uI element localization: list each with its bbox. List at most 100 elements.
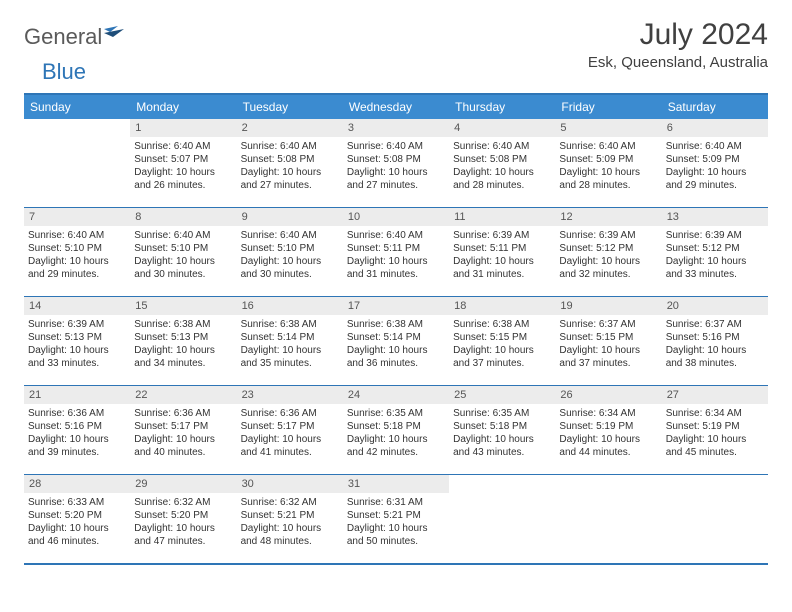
day-number <box>662 475 768 493</box>
day-cell: 9Sunrise: 6:40 AMSunset: 5:10 PMDaylight… <box>237 208 343 296</box>
daylight-text: Daylight: 10 hours and 40 minutes. <box>134 433 232 459</box>
daylight-text: Daylight: 10 hours and 41 minutes. <box>241 433 339 459</box>
day-cell: 16Sunrise: 6:38 AMSunset: 5:14 PMDayligh… <box>237 297 343 385</box>
day-number: 23 <box>237 386 343 404</box>
daylight-text: Daylight: 10 hours and 37 minutes. <box>453 344 551 370</box>
sunset-text: Sunset: 5:16 PM <box>666 331 764 344</box>
day-number <box>24 119 130 137</box>
day-cell: 26Sunrise: 6:34 AMSunset: 5:19 PMDayligh… <box>555 386 661 474</box>
dow-tue: Tuesday <box>237 95 343 119</box>
day-number <box>449 475 555 493</box>
day-number: 14 <box>24 297 130 315</box>
daylight-text: Daylight: 10 hours and 31 minutes. <box>453 255 551 281</box>
day-cell: 8Sunrise: 6:40 AMSunset: 5:10 PMDaylight… <box>130 208 236 296</box>
sunset-text: Sunset: 5:12 PM <box>666 242 764 255</box>
day-body: Sunrise: 6:35 AMSunset: 5:18 PMDaylight:… <box>347 407 445 459</box>
day-number: 13 <box>662 208 768 226</box>
day-body: Sunrise: 6:40 AMSunset: 5:10 PMDaylight:… <box>28 229 126 281</box>
sunset-text: Sunset: 5:07 PM <box>134 153 232 166</box>
day-cell: 3Sunrise: 6:40 AMSunset: 5:08 PMDaylight… <box>343 119 449 207</box>
day-body: Sunrise: 6:37 AMSunset: 5:16 PMDaylight:… <box>666 318 764 370</box>
logo-word1: General <box>24 24 102 50</box>
day-body: Sunrise: 6:37 AMSunset: 5:15 PMDaylight:… <box>559 318 657 370</box>
day-cell <box>662 475 768 563</box>
sunrise-text: Sunrise: 6:36 AM <box>241 407 339 420</box>
daylight-text: Daylight: 10 hours and 33 minutes. <box>28 344 126 370</box>
day-cell: 25Sunrise: 6:35 AMSunset: 5:18 PMDayligh… <box>449 386 555 474</box>
day-number: 2 <box>237 119 343 137</box>
day-number: 11 <box>449 208 555 226</box>
sunrise-text: Sunrise: 6:40 AM <box>347 140 445 153</box>
dow-thu: Thursday <box>449 95 555 119</box>
day-body: Sunrise: 6:40 AMSunset: 5:10 PMDaylight:… <box>134 229 232 281</box>
sunset-text: Sunset: 5:19 PM <box>559 420 657 433</box>
day-number: 26 <box>555 386 661 404</box>
sunset-text: Sunset: 5:13 PM <box>28 331 126 344</box>
day-cell: 2Sunrise: 6:40 AMSunset: 5:08 PMDaylight… <box>237 119 343 207</box>
calendar-page: General July 2024 Esk, Queensland, Austr… <box>0 0 792 583</box>
day-body: Sunrise: 6:35 AMSunset: 5:18 PMDaylight:… <box>453 407 551 459</box>
day-number: 27 <box>662 386 768 404</box>
daylight-text: Daylight: 10 hours and 30 minutes. <box>241 255 339 281</box>
day-cell: 4Sunrise: 6:40 AMSunset: 5:08 PMDaylight… <box>449 119 555 207</box>
day-number: 18 <box>449 297 555 315</box>
sunset-text: Sunset: 5:18 PM <box>347 420 445 433</box>
day-body: Sunrise: 6:40 AMSunset: 5:09 PMDaylight:… <box>559 140 657 192</box>
day-body: Sunrise: 6:38 AMSunset: 5:14 PMDaylight:… <box>347 318 445 370</box>
day-cell: 18 Sunrise: 6:38 AMSunset: 5:15 PMDayligh… <box>449 297 555 385</box>
sunset-text: Sunset: 5:21 PM <box>241 509 339 522</box>
day-cell: 10Sunrise: 6:40 AMSunset: 5:11 PMDayligh… <box>343 208 449 296</box>
day-cell: 30Sunrise: 6:32 AMSunset: 5:21 PMDayligh… <box>237 475 343 563</box>
day-number: 12 <box>555 208 661 226</box>
sunset-text: Sunset: 5:20 PM <box>134 509 232 522</box>
dow-mon: Monday <box>130 95 236 119</box>
daylight-text: Daylight: 10 hours and 35 minutes. <box>241 344 339 370</box>
day-body: Sunrise: 6:40 AMSunset: 5:08 PMDaylight:… <box>453 140 551 192</box>
sunset-text: Sunset: 5:17 PM <box>134 420 232 433</box>
day-body: Sunrise: 6:38 AMSunset: 5:15 PMDaylight:… <box>453 318 551 370</box>
week-row: 7Sunrise: 6:40 AMSunset: 5:10 PMDaylight… <box>24 208 768 297</box>
calendar: Sunday Monday Tuesday Wednesday Thursday… <box>24 93 768 565</box>
daylight-text: Daylight: 10 hours and 28 minutes. <box>559 166 657 192</box>
day-cell: 22Sunrise: 6:36 AMSunset: 5:17 PMDayligh… <box>130 386 236 474</box>
day-body: Sunrise: 6:39 AMSunset: 5:12 PMDaylight:… <box>666 229 764 281</box>
day-number: 24 <box>343 386 449 404</box>
sunset-text: Sunset: 5:15 PM <box>453 331 551 344</box>
day-number: 29 <box>130 475 236 493</box>
daylight-text: Daylight: 10 hours and 45 minutes. <box>666 433 764 459</box>
sunrise-text: Sunrise: 6:32 AM <box>241 496 339 509</box>
day-cell: 29Sunrise: 6:32 AMSunset: 5:20 PMDayligh… <box>130 475 236 563</box>
sunrise-text: Sunrise: 6:37 AM <box>666 318 764 331</box>
daylight-text: Daylight: 10 hours and 48 minutes. <box>241 522 339 548</box>
day-number: 21 <box>24 386 130 404</box>
dow-sun: Sunday <box>24 95 130 119</box>
daylight-text: Daylight: 10 hours and 44 minutes. <box>559 433 657 459</box>
day-body: Sunrise: 6:40 AMSunset: 5:11 PMDaylight:… <box>347 229 445 281</box>
weeks-container: 1Sunrise: 6:40 AMSunset: 5:07 PMDaylight… <box>24 119 768 563</box>
sunrise-text: Sunrise: 6:40 AM <box>241 229 339 242</box>
day-cell: 28Sunrise: 6:33 AMSunset: 5:20 PMDayligh… <box>24 475 130 563</box>
sunrise-text: Sunrise: 6:31 AM <box>347 496 445 509</box>
week-row: 14Sunrise: 6:39 AMSunset: 5:13 PMDayligh… <box>24 297 768 386</box>
day-body: Sunrise: 6:39 AMSunset: 5:12 PMDaylight:… <box>559 229 657 281</box>
sunrise-text: Sunrise: 6:40 AM <box>134 140 232 153</box>
sunrise-text: Sunrise: 6:40 AM <box>28 229 126 242</box>
daylight-text: Daylight: 10 hours and 29 minutes. <box>28 255 126 281</box>
day-cell: 27Sunrise: 6:34 AMSunset: 5:19 PMDayligh… <box>662 386 768 474</box>
daylight-text: Daylight: 10 hours and 31 minutes. <box>347 255 445 281</box>
sunrise-text: Sunrise: 6:33 AM <box>28 496 126 509</box>
day-cell: 23 Sunrise: 6:36 AMSunset: 5:17 PMDayligh… <box>237 386 343 474</box>
week-row: 21Sunrise: 6:36 AMSunset: 5:16 PMDayligh… <box>24 386 768 475</box>
day-number: 7 <box>24 208 130 226</box>
day-cell: 1Sunrise: 6:40 AMSunset: 5:07 PMDaylight… <box>130 119 236 207</box>
daylight-text: Daylight: 10 hours and 39 minutes. <box>28 433 126 459</box>
sunrise-text: Sunrise: 6:40 AM <box>347 229 445 242</box>
sunrise-text: Sunrise: 6:36 AM <box>28 407 126 420</box>
sunset-text: Sunset: 5:18 PM <box>453 420 551 433</box>
sunset-text: Sunset: 5:16 PM <box>28 420 126 433</box>
dow-sat: Saturday <box>662 95 768 119</box>
daylight-text: Daylight: 10 hours and 34 minutes. <box>134 344 232 370</box>
day-body: Sunrise: 6:31 AMSunset: 5:21 PMDaylight:… <box>347 496 445 548</box>
day-body: Sunrise: 6:36 AMSunset: 5:16 PMDaylight:… <box>28 407 126 459</box>
sunset-text: Sunset: 5:17 PM <box>241 420 339 433</box>
